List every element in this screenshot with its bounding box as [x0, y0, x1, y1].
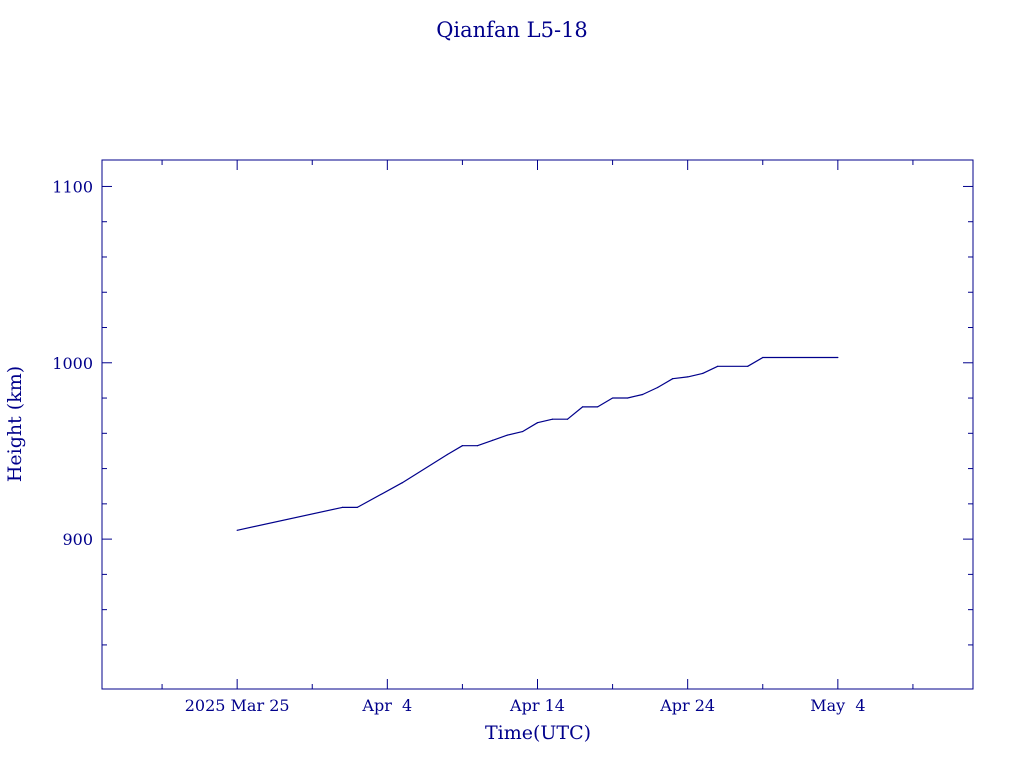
height-data-point — [762, 356, 764, 359]
height-data-point — [461, 445, 464, 447]
x-tick-label: 2025 Mar 25 — [185, 696, 290, 715]
height-data-point — [491, 439, 494, 441]
height-data-point — [581, 406, 584, 408]
plot-frame — [101, 159, 974, 690]
height-data-point — [551, 418, 554, 420]
y-axis-ticks — [102, 185, 973, 646]
y-axis-label: Height (km) — [4, 366, 26, 482]
height-data-point — [657, 386, 659, 389]
height-data-point — [596, 406, 599, 408]
height-data-point — [672, 378, 674, 380]
height-data-point — [521, 430, 524, 433]
y-tick-label: 1100 — [52, 177, 93, 196]
height-data-point — [446, 453, 448, 456]
height-data-point — [642, 393, 644, 396]
height-data-point — [566, 418, 569, 420]
x-tick-label: Apr 14 — [509, 696, 565, 715]
x-axis-tick-labels: 2025 Mar 25 Apr 4 Apr 14 Apr 24 May 4 — [185, 696, 866, 715]
chart-title: Qianfan L5-18 — [436, 18, 588, 42]
height-data-point — [747, 365, 749, 367]
x-tick-label: Apr 24 — [659, 696, 715, 715]
x-axis-ticks — [161, 160, 914, 689]
y-tick-label: 900 — [62, 530, 93, 549]
height-data-point — [506, 434, 509, 436]
y-tick-label: 1000 — [52, 354, 93, 373]
height-data-point — [356, 506, 358, 508]
y-axis-tick-labels: 900 1000 1100 — [52, 177, 93, 549]
height-data-point — [236, 529, 238, 531]
height-series-line — [237, 356, 838, 531]
height-data-point — [611, 397, 614, 399]
height-data-point — [476, 445, 479, 447]
height-data-point — [341, 506, 343, 508]
height-data-point — [702, 372, 704, 374]
height-data-point — [837, 356, 839, 359]
series-layer — [236, 356, 839, 531]
x-tick-label: May 4 — [810, 696, 865, 715]
x-tick-label: Apr 4 — [361, 696, 412, 715]
height-data-point — [536, 422, 539, 424]
height-data-point — [401, 482, 403, 484]
height-data-point — [717, 365, 719, 367]
height-data-point — [687, 376, 689, 378]
x-axis-label: Time(UTC) — [485, 722, 591, 744]
height-data-point — [627, 397, 629, 399]
